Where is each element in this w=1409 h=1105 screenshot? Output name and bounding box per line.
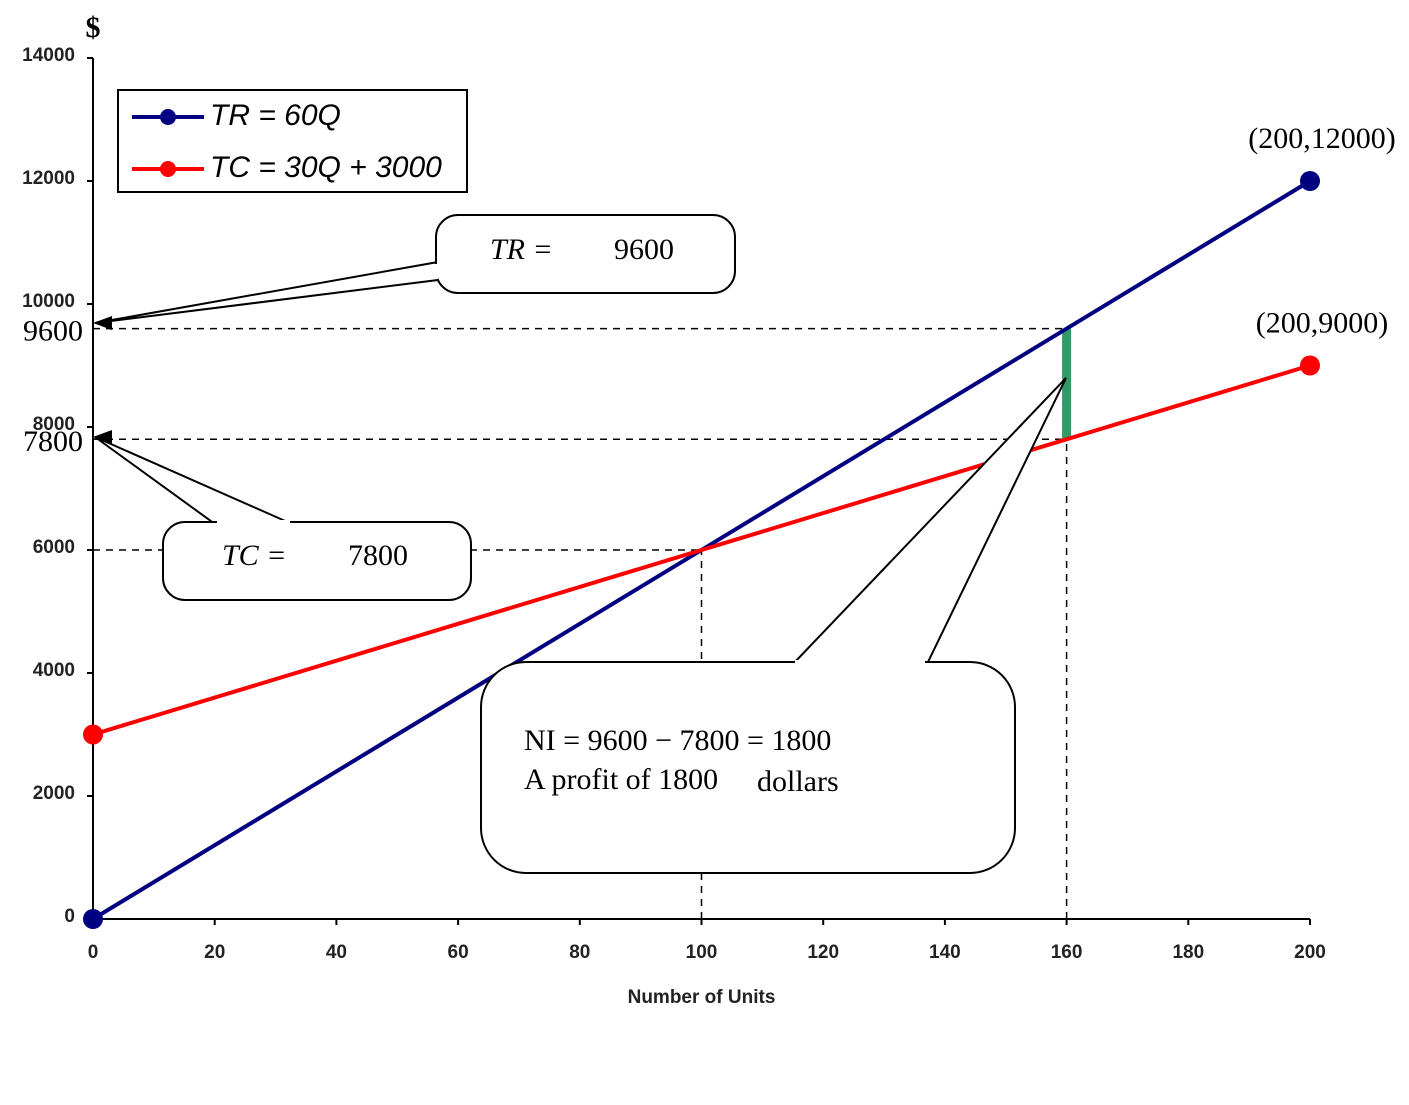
point — [83, 724, 103, 745]
x-tick-label: 140 — [929, 942, 961, 963]
callout-text: NI = 9600 − 7800 = 1800 — [524, 724, 831, 757]
point — [83, 909, 103, 929]
y-tick-label: 0 — [64, 906, 75, 927]
callout-text: dollars — [757, 765, 839, 798]
y-tick-label: 6000 — [33, 537, 75, 558]
ni-callout: NI = 9600 − 7800 = 1800 A profit of 1800… — [480, 377, 1067, 874]
legend-label: TR = 60Q — [210, 99, 341, 132]
y-tick-label: 12000 — [22, 168, 75, 189]
point — [1300, 171, 1320, 191]
y-tick-label: 2000 — [33, 783, 75, 804]
x-tick-label: 60 — [448, 942, 469, 963]
y-tick-label: 8000 — [33, 414, 75, 435]
x-tick-label: 180 — [1172, 942, 1204, 963]
callout-value: 7800 — [348, 539, 408, 572]
x-tick-label: 0 — [88, 942, 99, 963]
legend-label: TC = 30Q + 3000 — [210, 151, 442, 184]
x-tick-label: 120 — [807, 942, 839, 963]
x-tick-label: 80 — [569, 942, 590, 963]
point-label: (200,9000) — [1256, 306, 1388, 339]
x-tick-label: 20 — [204, 942, 225, 963]
x-tick-label: 200 — [1294, 942, 1326, 963]
legend: TR = 60Q TC = 30Q + 3000 — [132, 99, 442, 184]
series-line — [92, 363, 1311, 737]
reference-label: 7800 — [23, 425, 83, 458]
x-tick-label: 160 — [1051, 942, 1083, 963]
point-label: (200,12000) — [1248, 122, 1395, 155]
legend-box — [117, 89, 468, 193]
point — [1300, 355, 1320, 376]
callout-text: TR = — [490, 233, 553, 266]
y-tick-label: 14000 — [22, 45, 75, 66]
y-tick-label: 10000 — [22, 291, 75, 312]
callout-value: 9600 — [614, 233, 674, 266]
legend-marker — [160, 161, 176, 177]
y-tick-label: 4000 — [33, 660, 75, 681]
labels: 0 2000 4000 6000 8000 10000 12000 14000 0 20 40 60 8… — [22, 11, 1396, 1008]
y-axis-title: $ — [86, 11, 101, 44]
legend-marker — [160, 109, 176, 125]
callout-text: TC = — [222, 539, 286, 572]
plot — [83, 57, 1320, 929]
tr-callout: TR = 9600 — [93, 214, 736, 330]
tc-callout: TC = 7800 — [93, 430, 472, 601]
x-tick-label: 40 — [326, 942, 347, 963]
x-tick-label: 100 — [686, 942, 718, 963]
x-axis-title: Number of Units — [628, 987, 776, 1008]
reference-label: 9600 — [23, 314, 83, 347]
callout-text: A profit of 1800 — [524, 763, 718, 796]
